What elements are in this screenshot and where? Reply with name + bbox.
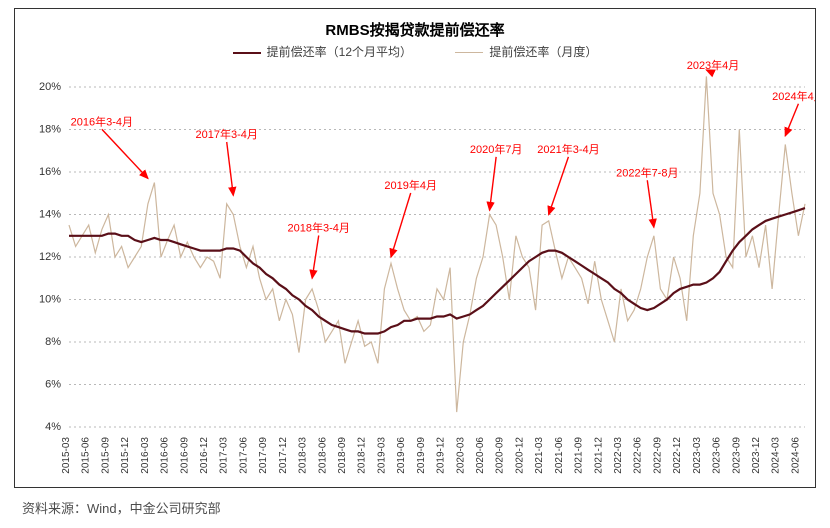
x-tick-label: 2020-06 <box>475 437 486 474</box>
x-tick-label: 2018-12 <box>357 437 368 474</box>
x-tick-label: 2021-03 <box>534 437 545 474</box>
source-text: 资料来源：Wind，中金公司研究部 <box>22 498 221 517</box>
x-tick-label: 2015-06 <box>81 437 92 474</box>
x-tick-label: 2017-12 <box>278 437 289 474</box>
x-tick-label: 2019-03 <box>376 437 387 474</box>
x-tick-label: 2021-06 <box>554 437 565 474</box>
x-tick-label: 2016-09 <box>179 437 190 474</box>
x-tick-label: 2019-09 <box>416 437 427 474</box>
x-tick-label: 2022-06 <box>633 437 644 474</box>
y-tick-label: 20% <box>39 81 61 93</box>
x-tick-label: 2015-03 <box>61 437 72 474</box>
annotation-arrow <box>490 157 497 210</box>
annotation-arrow <box>227 142 234 195</box>
x-tick-label: 2017-03 <box>219 437 230 474</box>
x-tick-label: 2016-03 <box>140 437 151 474</box>
x-tick-label: 2017-06 <box>238 437 249 474</box>
annotation-arrow <box>312 236 319 279</box>
annotation-label: 2019年4月 <box>384 178 437 192</box>
annotation-label: 2018年3-4月 <box>288 221 350 235</box>
y-tick-label: 4% <box>45 421 61 433</box>
x-tick-label: 2023-09 <box>731 437 742 474</box>
x-tick-label: 2020-12 <box>514 437 525 474</box>
plot-area: 4% 6% 8% 10% 12% 14% 16% 18% 20% 2015-03 2015-06 20… <box>15 9 815 487</box>
x-tick-label: 2018-06 <box>317 437 328 474</box>
annotation-arrow <box>647 180 654 227</box>
annotation-label: 2020年7月 <box>470 142 523 156</box>
y-tick-label: 12% <box>39 251 61 263</box>
x-tick-label: 2020-09 <box>495 437 506 474</box>
x-tick-label: 2021-12 <box>593 437 604 474</box>
x-tick-label: 2022-09 <box>652 437 663 474</box>
annotation-label: 2017年3-4月 <box>196 127 258 141</box>
x-tick-label: 2024-06 <box>790 437 801 474</box>
chart-frame: RMBS按揭贷款提前偿还率 提前偿还率（12个月平均） 提前偿还率（月度） 4%… <box>14 8 816 488</box>
x-tick-label: 2017-09 <box>258 437 269 474</box>
annotation-label: 2022年7-8月 <box>616 165 678 179</box>
x-tick-label: 2023-03 <box>692 437 703 474</box>
y-tick-label: 10% <box>39 293 61 305</box>
x-tick-label: 2023-06 <box>712 437 723 474</box>
x-tick-label: 2015-09 <box>100 437 111 474</box>
y-tick-label: 8% <box>45 336 61 348</box>
annotation-label: 2016年3-4月 <box>71 114 133 128</box>
x-tick-label: 2020-03 <box>455 437 466 474</box>
y-tick-label: 14% <box>39 208 61 220</box>
annotation-label: 2023年4月 <box>687 58 740 72</box>
y-tick-label: 6% <box>45 378 61 390</box>
x-tick-label: 2021-09 <box>574 437 585 474</box>
annotation-arrow <box>785 104 798 136</box>
annotation-label: 2024年4月 <box>772 89 815 103</box>
x-tick-label: 2022-12 <box>672 437 683 474</box>
annotation-arrow <box>549 157 569 215</box>
x-tick-label: 2018-09 <box>337 437 348 474</box>
annotation-label: 2021年3-4月 <box>537 142 599 156</box>
y-tick-label: 16% <box>39 166 61 178</box>
page-root: RMBS按揭贷款提前偿还率 提前偿还率（12个月平均） 提前偿还率（月度） 4%… <box>0 0 830 528</box>
x-tick-label: 2019-12 <box>436 437 447 474</box>
annotation-arrow <box>102 129 148 178</box>
x-tick-label: 2015-12 <box>120 437 131 474</box>
y-tick-label: 18% <box>39 123 61 135</box>
x-tick-label: 2018-03 <box>298 437 309 474</box>
x-tick-label: 2022-03 <box>613 437 624 474</box>
x-tick-label: 2016-06 <box>160 437 171 474</box>
x-tick-label: 2016-12 <box>199 437 210 474</box>
x-tick-label: 2019-06 <box>396 437 407 474</box>
x-tick-label: 2024-03 <box>771 437 782 474</box>
x-tick-label: 2023-12 <box>751 437 762 474</box>
annotation-arrow <box>391 193 411 257</box>
